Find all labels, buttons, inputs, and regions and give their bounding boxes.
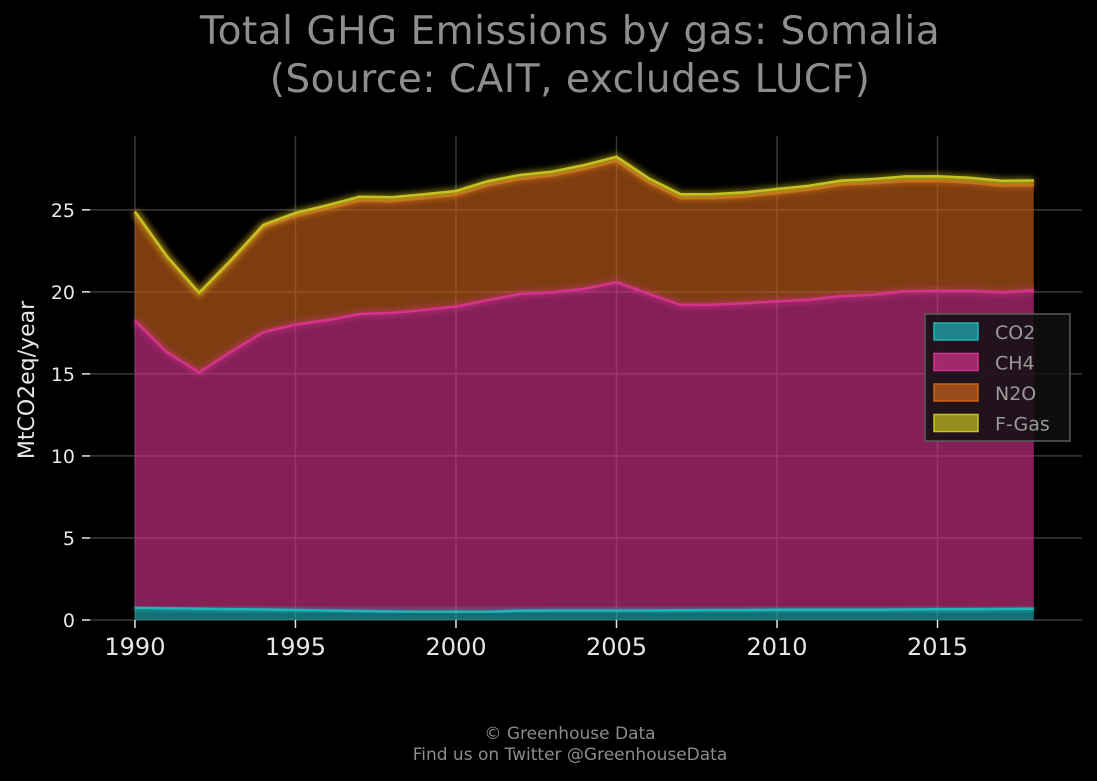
footer-copyright: © Greenhouse Data	[484, 724, 656, 744]
footer-twitter: Find us on Twitter @GreenhouseData	[412, 745, 728, 765]
x-tick-label: 2000	[425, 633, 486, 661]
x-tick-label: 2005	[586, 633, 647, 661]
area-n2o	[134, 160, 1034, 373]
y-tick-label: 15	[51, 364, 75, 386]
legend-swatch-n2o	[933, 383, 979, 402]
legend-label-co2: CO2	[995, 322, 1035, 344]
chart-title-line-1: Total GHG Emissions by gas: Somalia	[199, 9, 941, 54]
chart-title-line-2: (Source: CAIT, excludes LUCF)	[269, 57, 871, 102]
y-tick-label: 5	[63, 528, 75, 550]
line-f-gas	[133, 155, 1034, 295]
y-axis-label: MtCO2eq/year	[15, 300, 40, 459]
y-tick-label: 0	[63, 610, 75, 632]
chart-title: Total GHG Emissions by gas: Somalia (Sou…	[0, 8, 1097, 104]
y-tick-label: 10	[51, 446, 75, 468]
legend-swatch-f-gas	[933, 413, 979, 433]
y-tick-label: 25	[51, 200, 75, 222]
legend-label-n2o: N2O	[995, 383, 1036, 405]
axes: 1990 1995 2000 2005 2010 2015 0 5 10 15 20 25	[51, 200, 968, 661]
x-tick-label: 1990	[104, 633, 165, 661]
series-lines	[132, 153, 1035, 616]
legend-swatch-ch4	[933, 352, 979, 372]
legend-label-ch4: CH4	[995, 353, 1035, 375]
legend-label-f-gas: F-Gas	[995, 414, 1050, 436]
x-tick-label: 2015	[907, 633, 968, 661]
legend: CO2 CH4 N2O F-Gas	[924, 313, 1071, 442]
legend-swatch-co2	[933, 322, 979, 341]
y-tick-label: 20	[51, 282, 75, 304]
x-tick-label: 1995	[265, 633, 326, 661]
area-ch4	[134, 282, 1034, 612]
line-co2	[134, 606, 1034, 614]
line-ch4	[134, 281, 1034, 374]
x-tick-label: 2010	[746, 633, 807, 661]
